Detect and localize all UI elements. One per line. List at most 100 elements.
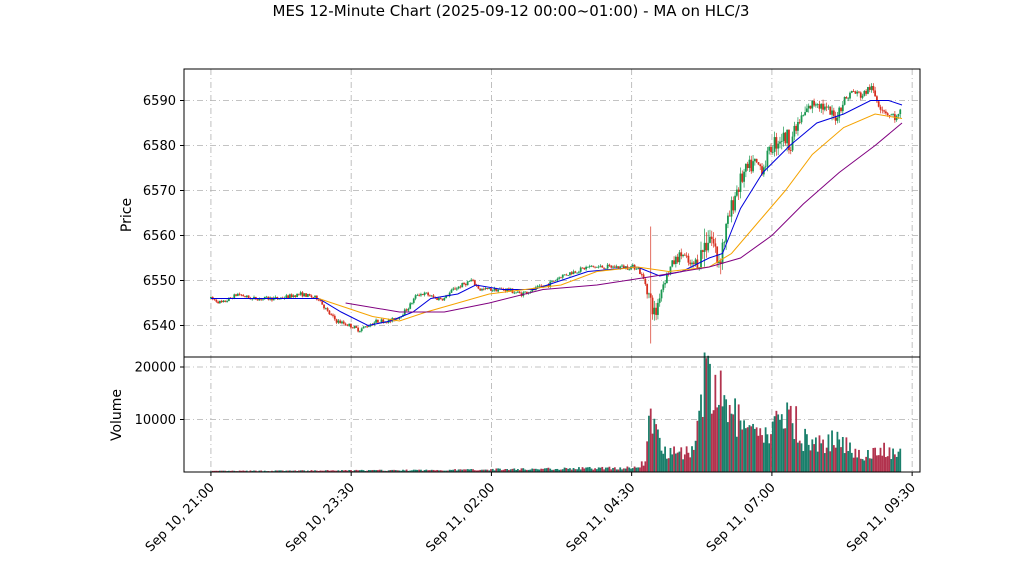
volume-bar xyxy=(716,407,719,472)
volume-bar xyxy=(637,467,640,472)
candle-body xyxy=(836,117,839,121)
candle-body xyxy=(890,114,893,116)
candle-body xyxy=(590,265,593,267)
volume-bar xyxy=(841,436,844,472)
volume-bar xyxy=(604,467,607,472)
volume-bar xyxy=(500,470,503,472)
candle-body xyxy=(516,291,519,293)
price-grid xyxy=(184,69,920,357)
volume-bar xyxy=(403,470,406,472)
volume-bar xyxy=(630,468,632,472)
candle-body xyxy=(777,143,780,149)
volume-bar xyxy=(597,467,600,472)
volume-bar xyxy=(581,467,584,472)
volume-bar xyxy=(854,448,857,472)
candle-body xyxy=(811,100,814,109)
volume-bar xyxy=(310,470,313,472)
volume-bar xyxy=(527,469,530,472)
volume-bar xyxy=(335,470,338,472)
candle-body xyxy=(687,255,690,263)
candle-body xyxy=(560,277,562,279)
price-tick-label: 6590 xyxy=(143,94,176,109)
volume-bar xyxy=(897,451,900,472)
volume-bar xyxy=(874,447,877,472)
candle-body xyxy=(324,308,327,310)
volume-bar xyxy=(779,419,781,472)
candle-body xyxy=(773,137,776,152)
ma-mid-line xyxy=(318,113,903,322)
candle-body xyxy=(755,158,758,163)
candle-body xyxy=(847,98,850,100)
volume-bar xyxy=(576,469,579,472)
volume-bar xyxy=(788,409,790,472)
volume-bar xyxy=(732,414,735,472)
candle-body xyxy=(265,296,268,298)
candle-body xyxy=(227,297,230,301)
volume-bar xyxy=(624,468,627,472)
volume-bar xyxy=(888,447,891,472)
candle-body xyxy=(775,137,778,149)
candle-body xyxy=(364,326,367,328)
volume-bar xyxy=(813,444,815,472)
volume-bar xyxy=(741,429,744,472)
candle-body xyxy=(588,266,591,267)
candle-body xyxy=(592,265,595,267)
volume-bar xyxy=(301,470,304,472)
candle-body xyxy=(455,288,458,290)
candle-body xyxy=(892,114,894,115)
candle-body xyxy=(357,327,360,332)
volume-bar xyxy=(450,469,453,472)
candle-body xyxy=(294,295,297,297)
candle-body xyxy=(797,121,799,131)
candle-body xyxy=(691,262,693,265)
volume-bar xyxy=(429,470,431,472)
candle-body xyxy=(816,104,819,106)
volume-bar xyxy=(822,439,824,472)
volume-bar xyxy=(877,455,880,472)
candle-body xyxy=(856,91,859,94)
candle-body xyxy=(877,101,880,107)
volume-bar xyxy=(676,452,679,472)
candle-body xyxy=(779,141,781,144)
candle-body xyxy=(831,110,833,115)
candle-body xyxy=(473,280,476,286)
candle-body xyxy=(750,159,753,172)
volume-bar xyxy=(402,469,404,472)
candle-body xyxy=(876,96,878,102)
volume-bar xyxy=(495,468,498,472)
volume-bar xyxy=(793,439,796,472)
candle-body xyxy=(409,303,412,309)
candle-body xyxy=(429,295,431,297)
candle-body xyxy=(827,106,830,108)
candle-body xyxy=(770,146,772,152)
candle-body xyxy=(297,293,300,295)
volume-bar xyxy=(628,467,631,472)
volume-bar xyxy=(619,467,622,472)
volume-bar xyxy=(219,470,221,472)
candle-body xyxy=(579,267,582,272)
volume-bar xyxy=(764,427,767,472)
candle-body xyxy=(613,266,616,268)
volume-bar xyxy=(669,447,672,472)
candle-body xyxy=(430,295,433,297)
candle-body xyxy=(540,285,543,287)
candle-body xyxy=(574,271,577,273)
candle-body xyxy=(601,265,604,268)
candle-body xyxy=(420,294,422,296)
candle-body xyxy=(610,265,613,268)
volume-bar xyxy=(870,458,873,472)
volume-bar xyxy=(518,470,521,472)
volume-bar xyxy=(292,470,295,472)
candle-body xyxy=(639,268,641,275)
candle-body xyxy=(333,315,336,320)
volume-bar xyxy=(858,449,860,472)
candle-body xyxy=(739,173,742,192)
candle-body xyxy=(604,268,607,270)
candle-body xyxy=(552,280,555,282)
candle-body xyxy=(438,297,440,300)
volume-bar xyxy=(797,442,799,472)
volume-bar xyxy=(683,454,686,472)
volume-bar xyxy=(838,439,841,472)
volume-bar xyxy=(800,443,803,472)
volume-bar xyxy=(323,470,325,472)
